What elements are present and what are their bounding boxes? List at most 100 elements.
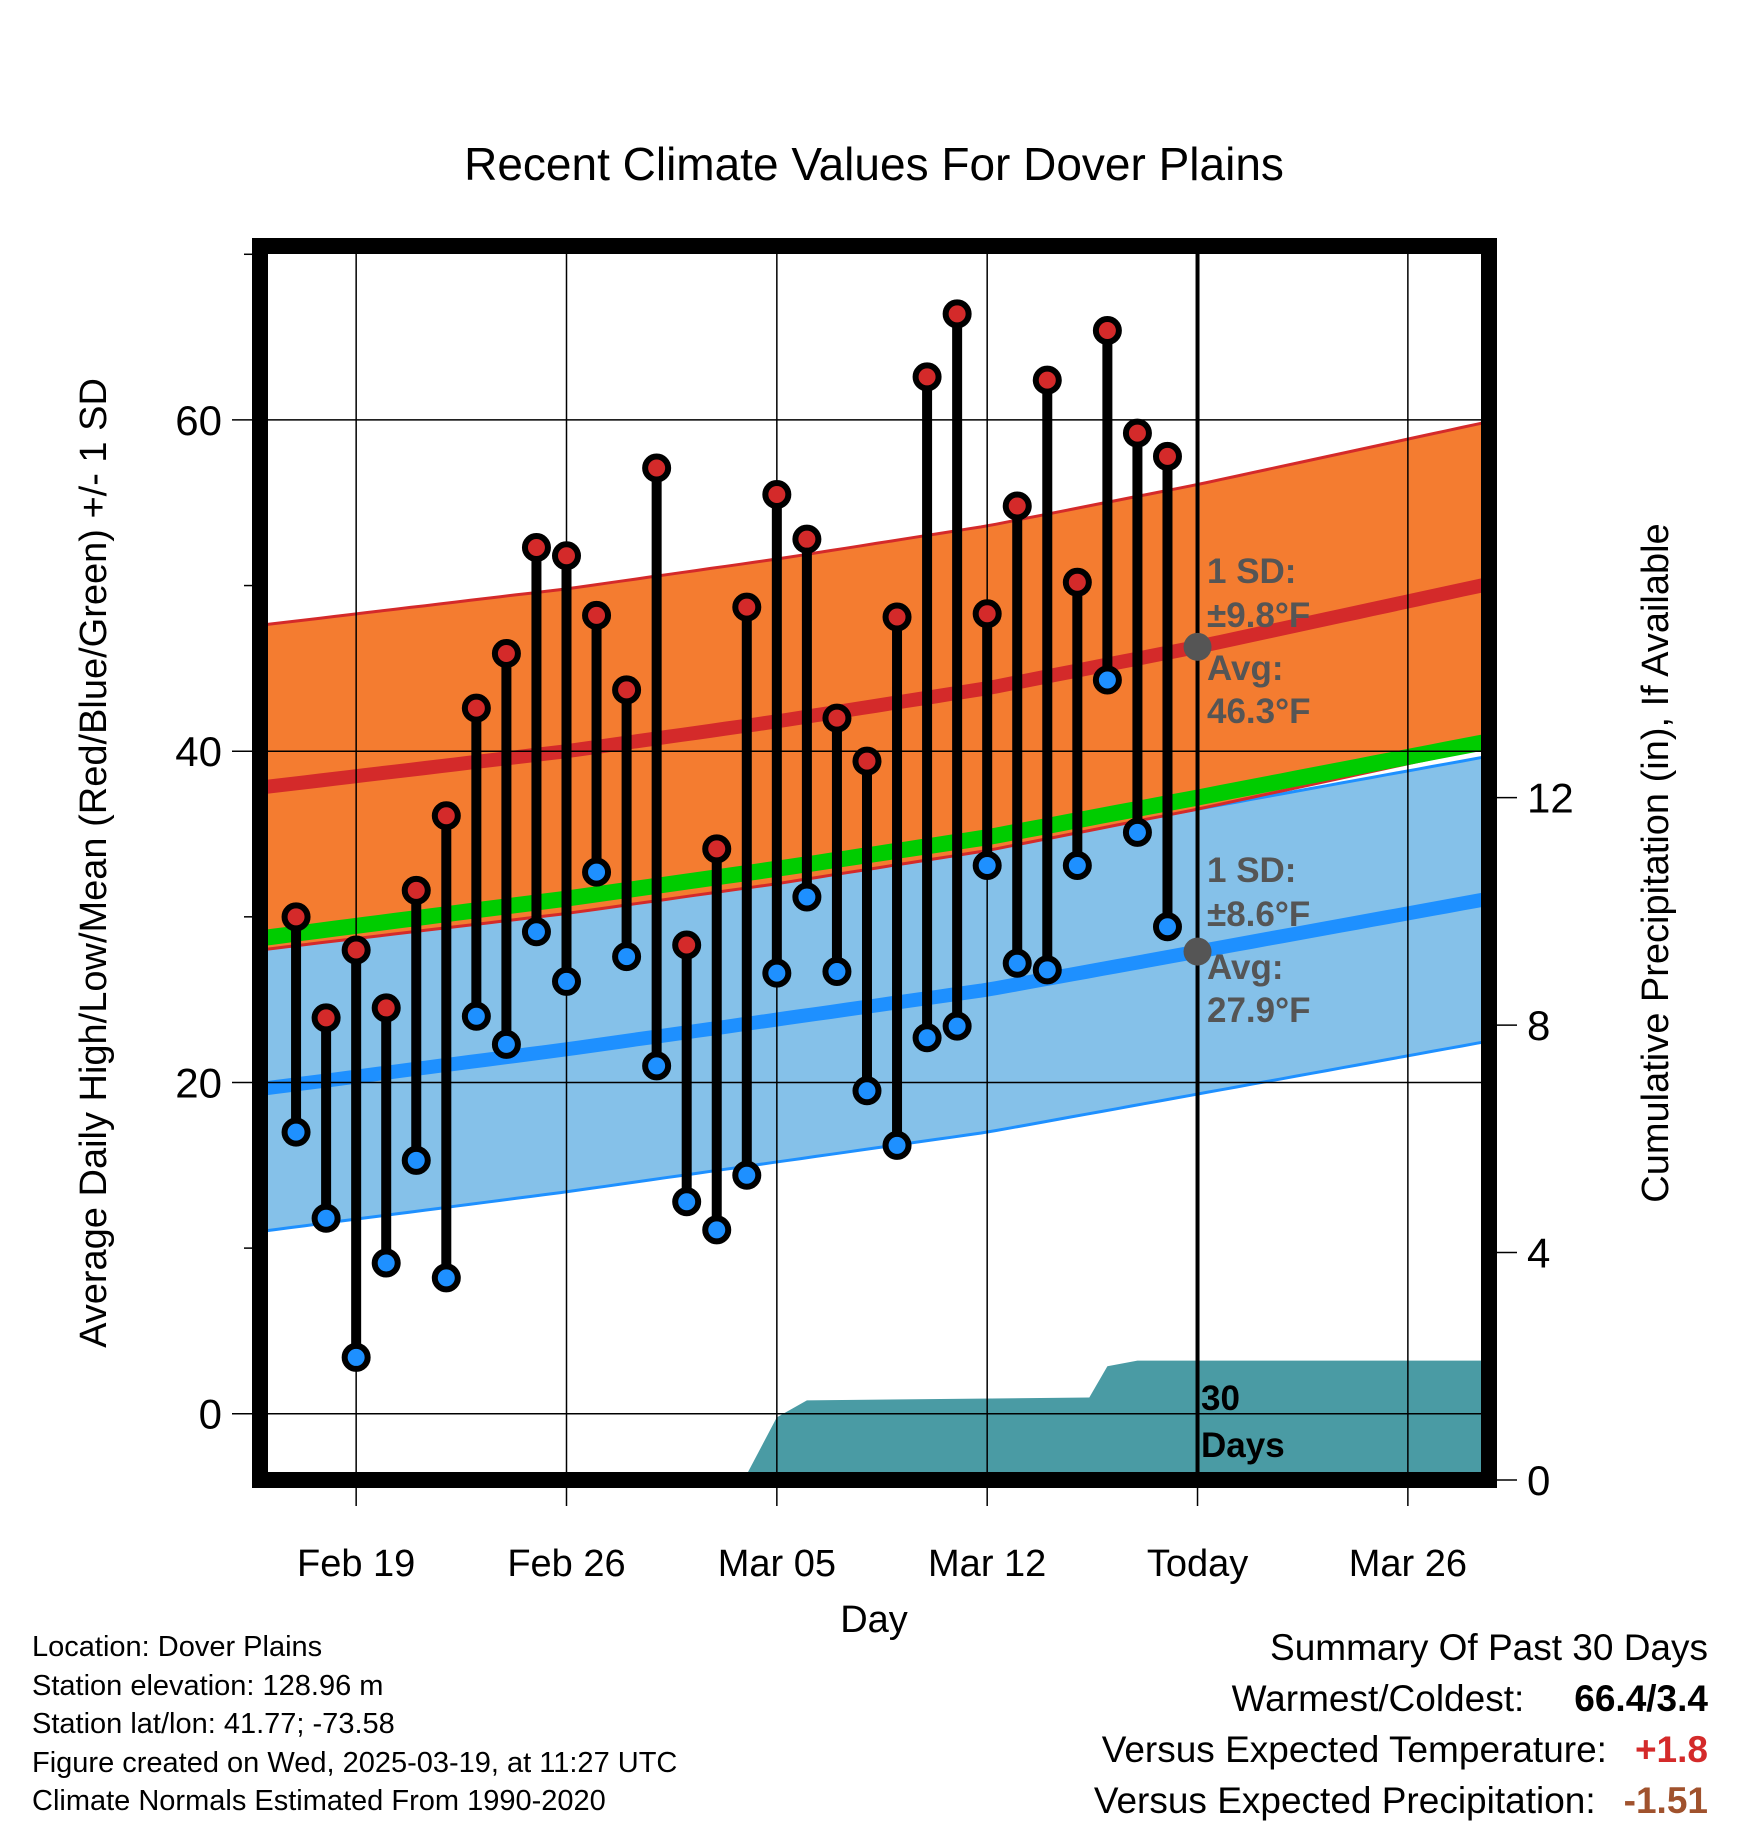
daily-low-point xyxy=(491,1029,521,1059)
right-y-tick-label: 8 xyxy=(1527,1002,1550,1049)
plot-frame xyxy=(252,238,1497,1488)
daily-high-point xyxy=(491,638,521,668)
daily-low-point xyxy=(431,1263,461,1293)
high-avg-marker xyxy=(1183,632,1212,661)
daily-low-point xyxy=(311,1203,341,1233)
daily-low-point xyxy=(521,917,551,947)
precip-label-line1: 30 xyxy=(1201,1379,1240,1418)
summary-panel: Summary Of Past 30 Days Warmest/Coldest:… xyxy=(1094,1622,1708,1826)
mean-line-layer xyxy=(258,733,1491,947)
daily-low-point xyxy=(1152,912,1182,942)
daily-high-point xyxy=(822,703,852,733)
left-y-tick-label: 40 xyxy=(175,728,222,775)
high-band-lower-edge xyxy=(259,744,1490,952)
daily-low-point xyxy=(912,1023,942,1053)
low-avg-label: Avg: xyxy=(1207,948,1283,987)
x-tick-label: Mar 12 xyxy=(928,1543,1046,1585)
daily-low-point xyxy=(762,958,792,988)
daily-high-point xyxy=(1092,315,1122,345)
chart-title: Recent Climate Values For Dover Plains xyxy=(464,138,1284,190)
daily-low-point xyxy=(792,882,822,912)
precip-area-layer xyxy=(260,1360,1489,1480)
low-avg-marker xyxy=(1183,937,1212,966)
daily-low-point xyxy=(341,1342,371,1372)
daily-high-point xyxy=(341,935,371,965)
high-annotation: 1 SD: ±9.8°F Avg: 46.3°F xyxy=(1207,552,1311,731)
daily-bars-layer xyxy=(281,299,1182,1372)
daily-low-point xyxy=(942,1011,972,1041)
low-average-line xyxy=(259,891,1491,1097)
elevation-text: Station elevation: 128.96 m xyxy=(32,1669,384,1702)
station-info: Location: Dover Plains Station elevation… xyxy=(32,1628,677,1821)
daily-high-point xyxy=(1122,418,1152,448)
left-y-tick-label: 60 xyxy=(175,397,222,444)
x-tick-label: Mar 05 xyxy=(718,1543,836,1585)
high-avg-label: Avg: xyxy=(1207,649,1283,688)
daily-high-point xyxy=(882,602,912,632)
daily-low-point xyxy=(281,1117,311,1147)
high-average-line xyxy=(259,577,1491,795)
daily-high-point xyxy=(732,592,762,622)
left-y-tick-label: 0 xyxy=(199,1391,222,1438)
daily-low-point xyxy=(371,1248,401,1278)
daily-high-point xyxy=(912,362,942,392)
x-tick-label: Today xyxy=(1147,1543,1248,1585)
left-y-tick-label: 20 xyxy=(175,1059,222,1106)
daily-low-point xyxy=(642,1051,672,1081)
left-axis-label: Average Daily High/Low/Mean (Red/Blue/Gr… xyxy=(73,378,115,1348)
avg-markers-layer xyxy=(1183,632,1212,966)
daily-high-point xyxy=(1032,365,1062,395)
left-y-axis: 0 20 40 60 xyxy=(175,253,260,1438)
high-band-upper-edge xyxy=(259,420,1490,627)
summary-temp-row: Versus Expected Temperature: +1.8 xyxy=(1094,1724,1708,1775)
daily-high-point xyxy=(371,993,401,1023)
daily-low-point xyxy=(822,956,852,986)
x-tick-label: Mar 26 xyxy=(1349,1543,1467,1585)
daily-high-point xyxy=(1062,567,1092,597)
daily-high-point xyxy=(521,532,551,562)
daily-high-point xyxy=(551,541,581,571)
right-y-tick-label: 4 xyxy=(1527,1230,1550,1277)
right-y-tick-label: 12 xyxy=(1527,775,1574,822)
high-sd-label: 1 SD: xyxy=(1207,552,1296,591)
daily-high-point xyxy=(672,930,702,960)
low-sd-value: ±8.6°F xyxy=(1207,895,1310,934)
precip-area xyxy=(260,1360,1489,1480)
daily-high-point xyxy=(1152,441,1182,471)
daily-high-point xyxy=(642,453,672,483)
location-text: Location: Dover Plains xyxy=(32,1631,323,1663)
daily-low-point xyxy=(551,966,581,996)
daily-high-point xyxy=(792,524,822,554)
summary-title: Summary Of Past 30 Days xyxy=(1270,1627,1708,1668)
low-sd-band xyxy=(260,756,1489,1232)
temp-anomaly-value: +1.8 xyxy=(1634,1729,1708,1770)
daily-high-point xyxy=(431,801,461,831)
daily-low-point xyxy=(612,942,642,972)
low-band-lower-edge xyxy=(259,1039,1490,1233)
x-tick-label: Feb 19 xyxy=(297,1543,415,1585)
daily-low-point xyxy=(401,1145,431,1175)
latlon-text: Station lat/lon: 41.77; -73.58 xyxy=(32,1708,395,1740)
low-sd-label: 1 SD: xyxy=(1207,851,1296,890)
daily-low-point xyxy=(972,850,1002,880)
daily-high-point xyxy=(582,600,612,630)
daily-high-point xyxy=(612,675,642,705)
high-avg-value: 46.3°F xyxy=(1207,692,1311,731)
precip-label-line2: Days xyxy=(1201,1426,1285,1465)
daily-low-point xyxy=(1092,665,1122,695)
low-avg-value: 27.9°F xyxy=(1207,991,1311,1030)
warmest-value: 66.4/3.4 xyxy=(1574,1678,1708,1719)
daily-low-point xyxy=(582,857,612,887)
warmest-label: Warmest/Coldest: xyxy=(1231,1678,1525,1719)
daily-high-point xyxy=(461,693,491,723)
x-axis: Feb 19 Feb 26 Mar 05 Mar 12 Today Mar 26 xyxy=(297,1480,1467,1585)
daily-high-point xyxy=(762,479,792,509)
right-y-axis: 0 4 8 12 xyxy=(1489,775,1574,1504)
daily-low-point xyxy=(672,1187,702,1217)
x-axis-label: Day xyxy=(840,1599,908,1641)
daily-low-point xyxy=(1122,817,1152,847)
summary-precip-row: Versus Expected Precipitation: -1.51 xyxy=(1094,1775,1708,1826)
daily-high-point xyxy=(401,875,431,905)
created-text: Figure created on Wed, 2025-03-19, at 11… xyxy=(32,1746,678,1779)
